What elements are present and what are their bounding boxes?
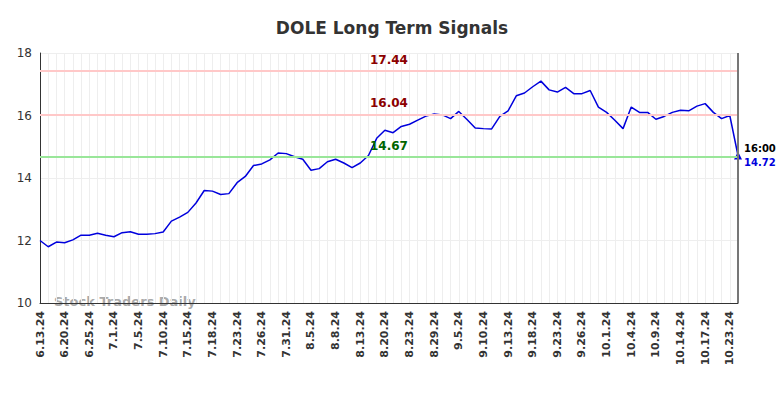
svg-text:10.4.24: 10.4.24 — [625, 311, 638, 358]
svg-text:7.5.24: 7.5.24 — [132, 311, 145, 350]
svg-text:8.8.24: 8.8.24 — [329, 311, 342, 350]
svg-text:7.15.24: 7.15.24 — [181, 311, 194, 358]
svg-text:10.9.24: 10.9.24 — [649, 311, 662, 358]
svg-text:10.14.24: 10.14.24 — [674, 311, 687, 366]
svg-text:10.17.24: 10.17.24 — [699, 311, 712, 366]
svg-text:8.13.24: 8.13.24 — [354, 311, 367, 358]
svg-text:7.1.24: 7.1.24 — [107, 311, 120, 350]
svg-text:16.04: 16.04 — [370, 96, 408, 110]
svg-text:10: 10 — [17, 296, 32, 310]
svg-text:9.23.24: 9.23.24 — [551, 311, 564, 358]
svg-text:7.23.24: 7.23.24 — [231, 311, 244, 358]
svg-text:12: 12 — [17, 234, 32, 248]
svg-text:Stock Traders Daily: Stock Traders Daily — [54, 294, 196, 309]
svg-text:8.29.24: 8.29.24 — [428, 311, 441, 358]
svg-text:8.20.24: 8.20.24 — [378, 311, 391, 358]
svg-text:16: 16 — [17, 109, 32, 123]
svg-text:7.26.24: 7.26.24 — [255, 311, 268, 358]
svg-text:18: 18 — [17, 46, 32, 60]
svg-text:9.26.24: 9.26.24 — [575, 311, 588, 358]
svg-text:17.44: 17.44 — [370, 53, 408, 67]
svg-text:6.25.24: 6.25.24 — [83, 311, 96, 358]
svg-text:14: 14 — [17, 171, 32, 185]
svg-text:9.5.24: 9.5.24 — [452, 311, 465, 350]
svg-text:9.13.24: 9.13.24 — [502, 311, 515, 358]
svg-text:8.5.24: 8.5.24 — [304, 311, 317, 350]
svg-text:10.23.24: 10.23.24 — [723, 311, 736, 366]
svg-text:16:00: 16:00 — [744, 143, 776, 154]
svg-text:10.1.24: 10.1.24 — [600, 311, 613, 358]
svg-text:6.20.24: 6.20.24 — [58, 311, 71, 358]
svg-text:7.10.24: 7.10.24 — [157, 311, 170, 358]
svg-text:7.31.24: 7.31.24 — [280, 311, 293, 358]
svg-text:14.72: 14.72 — [744, 157, 776, 168]
svg-text:8.23.24: 8.23.24 — [403, 311, 416, 358]
svg-text:7.18.24: 7.18.24 — [206, 311, 219, 358]
svg-text:14.67: 14.67 — [370, 139, 408, 153]
svg-text:6.13.24: 6.13.24 — [34, 311, 47, 358]
svg-text:9.18.24: 9.18.24 — [526, 311, 539, 358]
svg-text:DOLE Long Term Signals: DOLE Long Term Signals — [276, 18, 508, 38]
svg-text:9.10.24: 9.10.24 — [477, 311, 490, 358]
